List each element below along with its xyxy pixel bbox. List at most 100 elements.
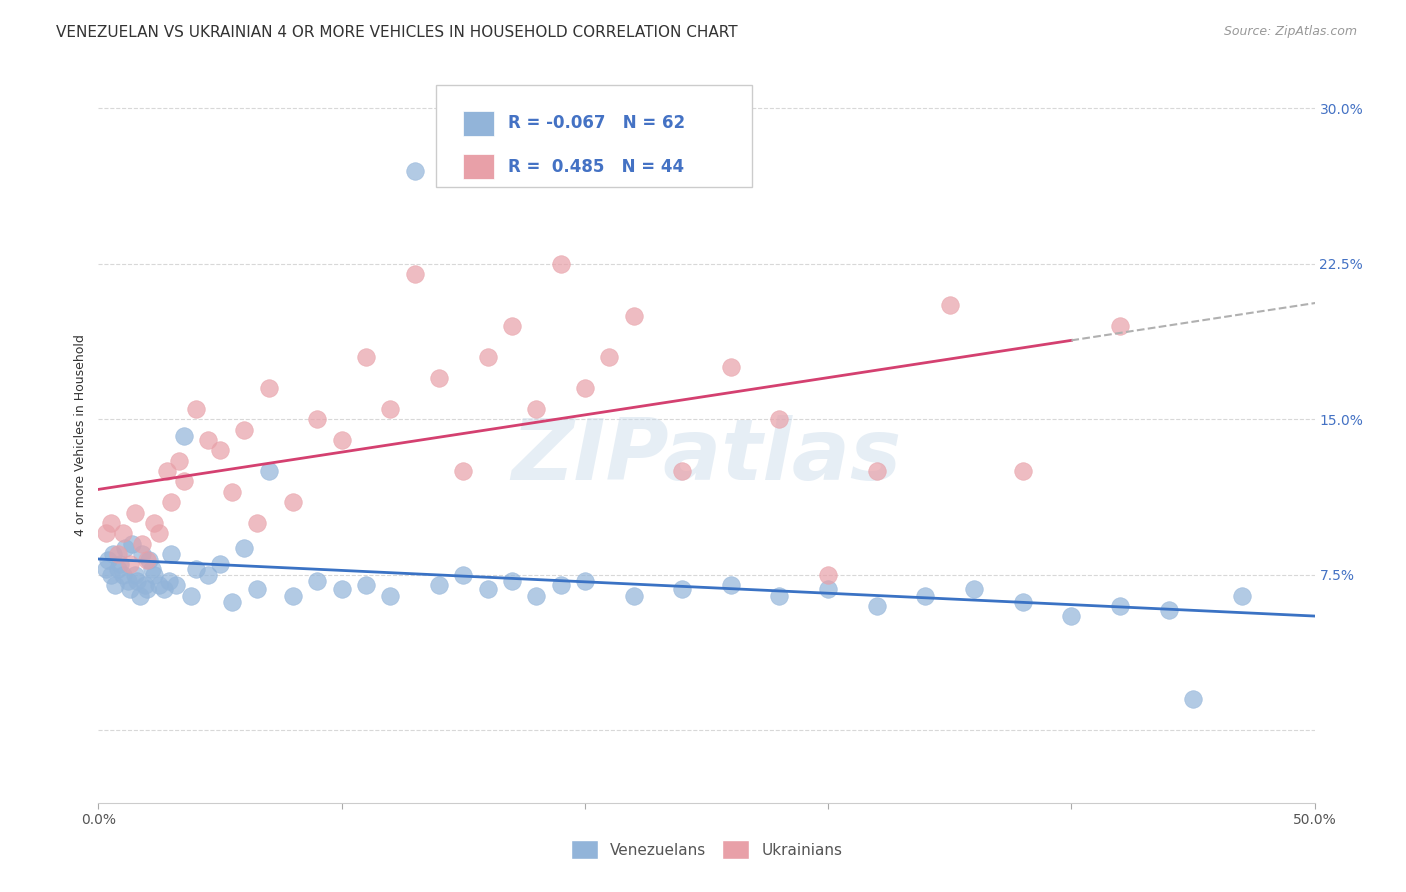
Point (233, 423, 256, 437)
Point (257, 464, 280, 478)
Point (184, 401, 207, 416)
Point (111, 526, 134, 541)
Point (1011, 595, 1033, 609)
Point (118, 558, 141, 572)
Point (866, 464, 889, 478)
Point (914, 589, 936, 603)
Point (124, 567, 146, 582)
Point (100, 567, 122, 582)
Point (453, 464, 475, 478)
Point (427, 578, 450, 592)
Point (524, 401, 547, 416)
Point (101, 547, 124, 561)
Point (197, 567, 219, 582)
Point (138, 553, 160, 567)
Point (143, 516, 166, 530)
Point (768, 589, 790, 603)
Point (131, 547, 153, 561)
Point (233, 541, 256, 555)
Point (501, 574, 523, 588)
Point (155, 464, 177, 478)
Point (94, 526, 117, 541)
Point (107, 547, 129, 561)
Point (453, 567, 475, 582)
Point (330, 433, 353, 447)
Point (1109, 318, 1132, 333)
Text: VENEZUELAN VS UKRAINIAN 4 OR MORE VEHICLES IN HOUSEHOLD CORRELATION CHART: VENEZUELAN VS UKRAINIAN 4 OR MORE VEHICL… (56, 25, 738, 40)
Point (143, 567, 166, 582)
Point (180, 589, 202, 603)
Point (1157, 603, 1180, 617)
Point (127, 574, 149, 588)
Point (107, 561, 129, 575)
Point (136, 582, 159, 597)
Point (720, 360, 742, 375)
Point (939, 298, 962, 312)
Point (427, 371, 450, 385)
Text: R = -0.067   N = 62: R = -0.067 N = 62 (508, 114, 685, 132)
Point (221, 595, 243, 609)
Point (245, 582, 267, 597)
Point (330, 582, 353, 597)
Point (114, 541, 136, 555)
Point (404, 267, 426, 281)
Point (121, 537, 143, 551)
Point (100, 516, 122, 530)
Point (307, 574, 329, 588)
Point (118, 582, 141, 597)
Point (128, 589, 150, 603)
Point (671, 582, 693, 597)
Point (574, 574, 596, 588)
Point (404, 163, 426, 178)
Point (110, 558, 132, 572)
Point (97, 553, 120, 567)
Point (768, 412, 790, 426)
Point (148, 578, 170, 592)
Point (153, 582, 176, 597)
Point (209, 558, 232, 572)
Point (197, 433, 219, 447)
Text: R =  0.485   N = 44: R = 0.485 N = 44 (508, 158, 683, 176)
Point (501, 318, 523, 333)
Point (136, 553, 159, 567)
Point (817, 567, 839, 582)
Point (963, 582, 986, 597)
Point (1060, 609, 1083, 624)
Point (307, 412, 329, 426)
Point (281, 589, 304, 603)
Point (167, 454, 190, 468)
Point (148, 526, 170, 541)
Point (173, 475, 195, 489)
Point (131, 537, 153, 551)
Point (866, 599, 889, 613)
Point (720, 578, 742, 592)
Point (165, 578, 187, 592)
Point (1182, 692, 1205, 706)
Point (354, 578, 377, 592)
Point (623, 589, 645, 603)
Point (221, 484, 243, 499)
Point (94, 561, 117, 575)
Point (173, 429, 195, 443)
Point (209, 443, 232, 458)
Point (1109, 599, 1132, 613)
Point (477, 582, 499, 597)
Point (380, 589, 402, 603)
Point (160, 495, 183, 509)
Legend: Venezuelans, Ukrainians: Venezuelans, Ukrainians (564, 834, 849, 865)
Point (1011, 464, 1033, 478)
Point (124, 506, 146, 520)
Point (134, 578, 156, 592)
Text: Source: ZipAtlas.com: Source: ZipAtlas.com (1223, 25, 1357, 38)
Point (184, 561, 207, 575)
Point (245, 516, 267, 530)
Y-axis label: 4 or more Vehicles in Household: 4 or more Vehicles in Household (75, 334, 87, 536)
Point (550, 578, 572, 592)
Point (160, 547, 183, 561)
Point (257, 381, 280, 395)
Point (117, 574, 139, 588)
Point (104, 578, 127, 592)
Point (111, 567, 134, 582)
Point (524, 589, 547, 603)
Point (623, 309, 645, 323)
